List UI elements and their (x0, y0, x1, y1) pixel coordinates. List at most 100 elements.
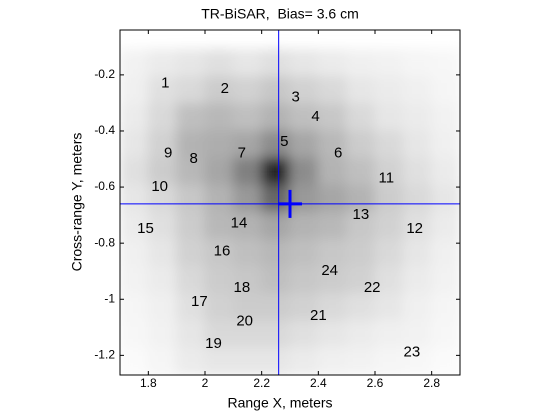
heatmap-cell (402, 157, 433, 186)
heatmap-cell (431, 238, 460, 268)
heatmap-cell (176, 238, 206, 268)
heatmap-cell (204, 184, 234, 213)
heatmap-cell (176, 266, 206, 295)
heatmap-cell (261, 157, 291, 186)
x-tick-label: 2.2 (253, 376, 270, 390)
heatmap-cell (431, 211, 460, 240)
heatmap-cell (289, 238, 319, 268)
heatmap-cell (402, 347, 433, 375)
heatmap-cell (120, 49, 149, 78)
heatmap-cell (374, 320, 404, 349)
point-label: 8 (189, 150, 197, 167)
point-label: 1 (161, 74, 169, 91)
heatmap-cell (346, 211, 376, 240)
heatmap-cell (289, 49, 319, 78)
heatmap-cell (147, 211, 178, 240)
heatmap-cell (431, 320, 460, 349)
heatmap-cell (431, 293, 460, 322)
heatmap-cell (120, 130, 149, 159)
heatmap-cell (289, 103, 319, 132)
y-tick-label: -1.2 (94, 348, 115, 362)
heatmap-cell (346, 184, 376, 213)
heatmap-cell (402, 266, 433, 295)
heatmap-cell (204, 103, 234, 132)
point-label: 4 (311, 108, 319, 125)
heatmap-cell (431, 130, 460, 159)
heatmap-cell (147, 157, 178, 186)
heatmap-cell (147, 320, 178, 349)
heatmap-cell (120, 266, 149, 295)
heatmap-cell (261, 211, 291, 240)
heatmap-cell (147, 49, 178, 78)
point-label: 12 (406, 220, 423, 237)
heatmap-cell (374, 130, 404, 159)
heatmap-cell (120, 293, 149, 322)
point-label: 5 (280, 133, 288, 150)
heatmap-cell (120, 211, 149, 240)
x-tick-label: 2.6 (367, 376, 384, 390)
x-tick-label: 2.8 (423, 376, 440, 390)
heatmap-cell (431, 49, 460, 78)
heatmap-cell (261, 293, 291, 322)
heatmap-cell (232, 184, 263, 213)
heatmap-cell (261, 320, 291, 349)
heatmap-cell (317, 266, 348, 295)
heatmap-cell (176, 211, 206, 240)
heatmap-cell (374, 49, 404, 78)
point-label: 17 (191, 293, 208, 310)
heatmap-cell (176, 76, 206, 105)
point-label: 11 (379, 170, 395, 187)
heatmap-cell (402, 320, 433, 349)
heatmap-cell (402, 76, 433, 105)
heatmap-cell (317, 211, 348, 240)
heatmap-cell (176, 293, 206, 322)
heatmap-cell (289, 347, 319, 375)
heatmap-cell (289, 157, 319, 186)
heatmap-cell (204, 347, 234, 375)
point-label: 14 (231, 215, 248, 232)
heatmap-cell (402, 211, 433, 240)
heatmap-image (120, 49, 460, 375)
heatmap-cell (147, 130, 178, 159)
heatmap-cell (120, 76, 149, 105)
heatmap-cell (261, 266, 291, 295)
heatmap-cell (232, 157, 263, 186)
heatmap-cell (374, 266, 404, 295)
heatmap-cell (176, 103, 206, 132)
heatmap-cell (204, 238, 234, 268)
axes-box (119, 29, 461, 376)
heatmap-cell (317, 157, 348, 186)
point-label: 23 (403, 344, 420, 361)
point-label: 15 (137, 220, 154, 237)
heatmap-cell (346, 49, 376, 78)
heatmap-cell (176, 49, 206, 78)
heatmap-cell (261, 130, 291, 159)
heatmap-cell (261, 184, 291, 213)
heatmap-cell (176, 347, 206, 375)
heatmap-cell (147, 266, 178, 295)
heatmap-cell (317, 103, 348, 132)
heatmap-cell (147, 347, 178, 375)
heatmap-cell (374, 347, 404, 375)
heatmap-cell (346, 266, 376, 295)
y-tick-label: -0.8 (94, 235, 115, 249)
heatmap-cell (317, 238, 348, 268)
chart-title: TR-BiSAR, Bias= 3.6 cm (201, 6, 359, 22)
heatmap-cell (204, 266, 234, 295)
heatmap-cell (431, 266, 460, 295)
heatmap-cell (232, 211, 263, 240)
heatmap-cell (317, 76, 348, 105)
x-tick-label: 2.4 (310, 376, 327, 390)
heatmap-cell (431, 157, 460, 186)
heatmap-cell (431, 347, 460, 375)
point-label: 6 (334, 144, 342, 161)
heatmap-cell (204, 157, 234, 186)
heatmap-cell (120, 238, 149, 268)
heatmap-cell (317, 49, 348, 78)
y-tick-label: -0.6 (94, 179, 115, 193)
heatmap-cell (374, 184, 404, 213)
heatmap-cell (431, 76, 460, 105)
heatmap-cell (261, 347, 291, 375)
heatmap-cell (402, 238, 433, 268)
heatmap-cell (261, 49, 291, 78)
